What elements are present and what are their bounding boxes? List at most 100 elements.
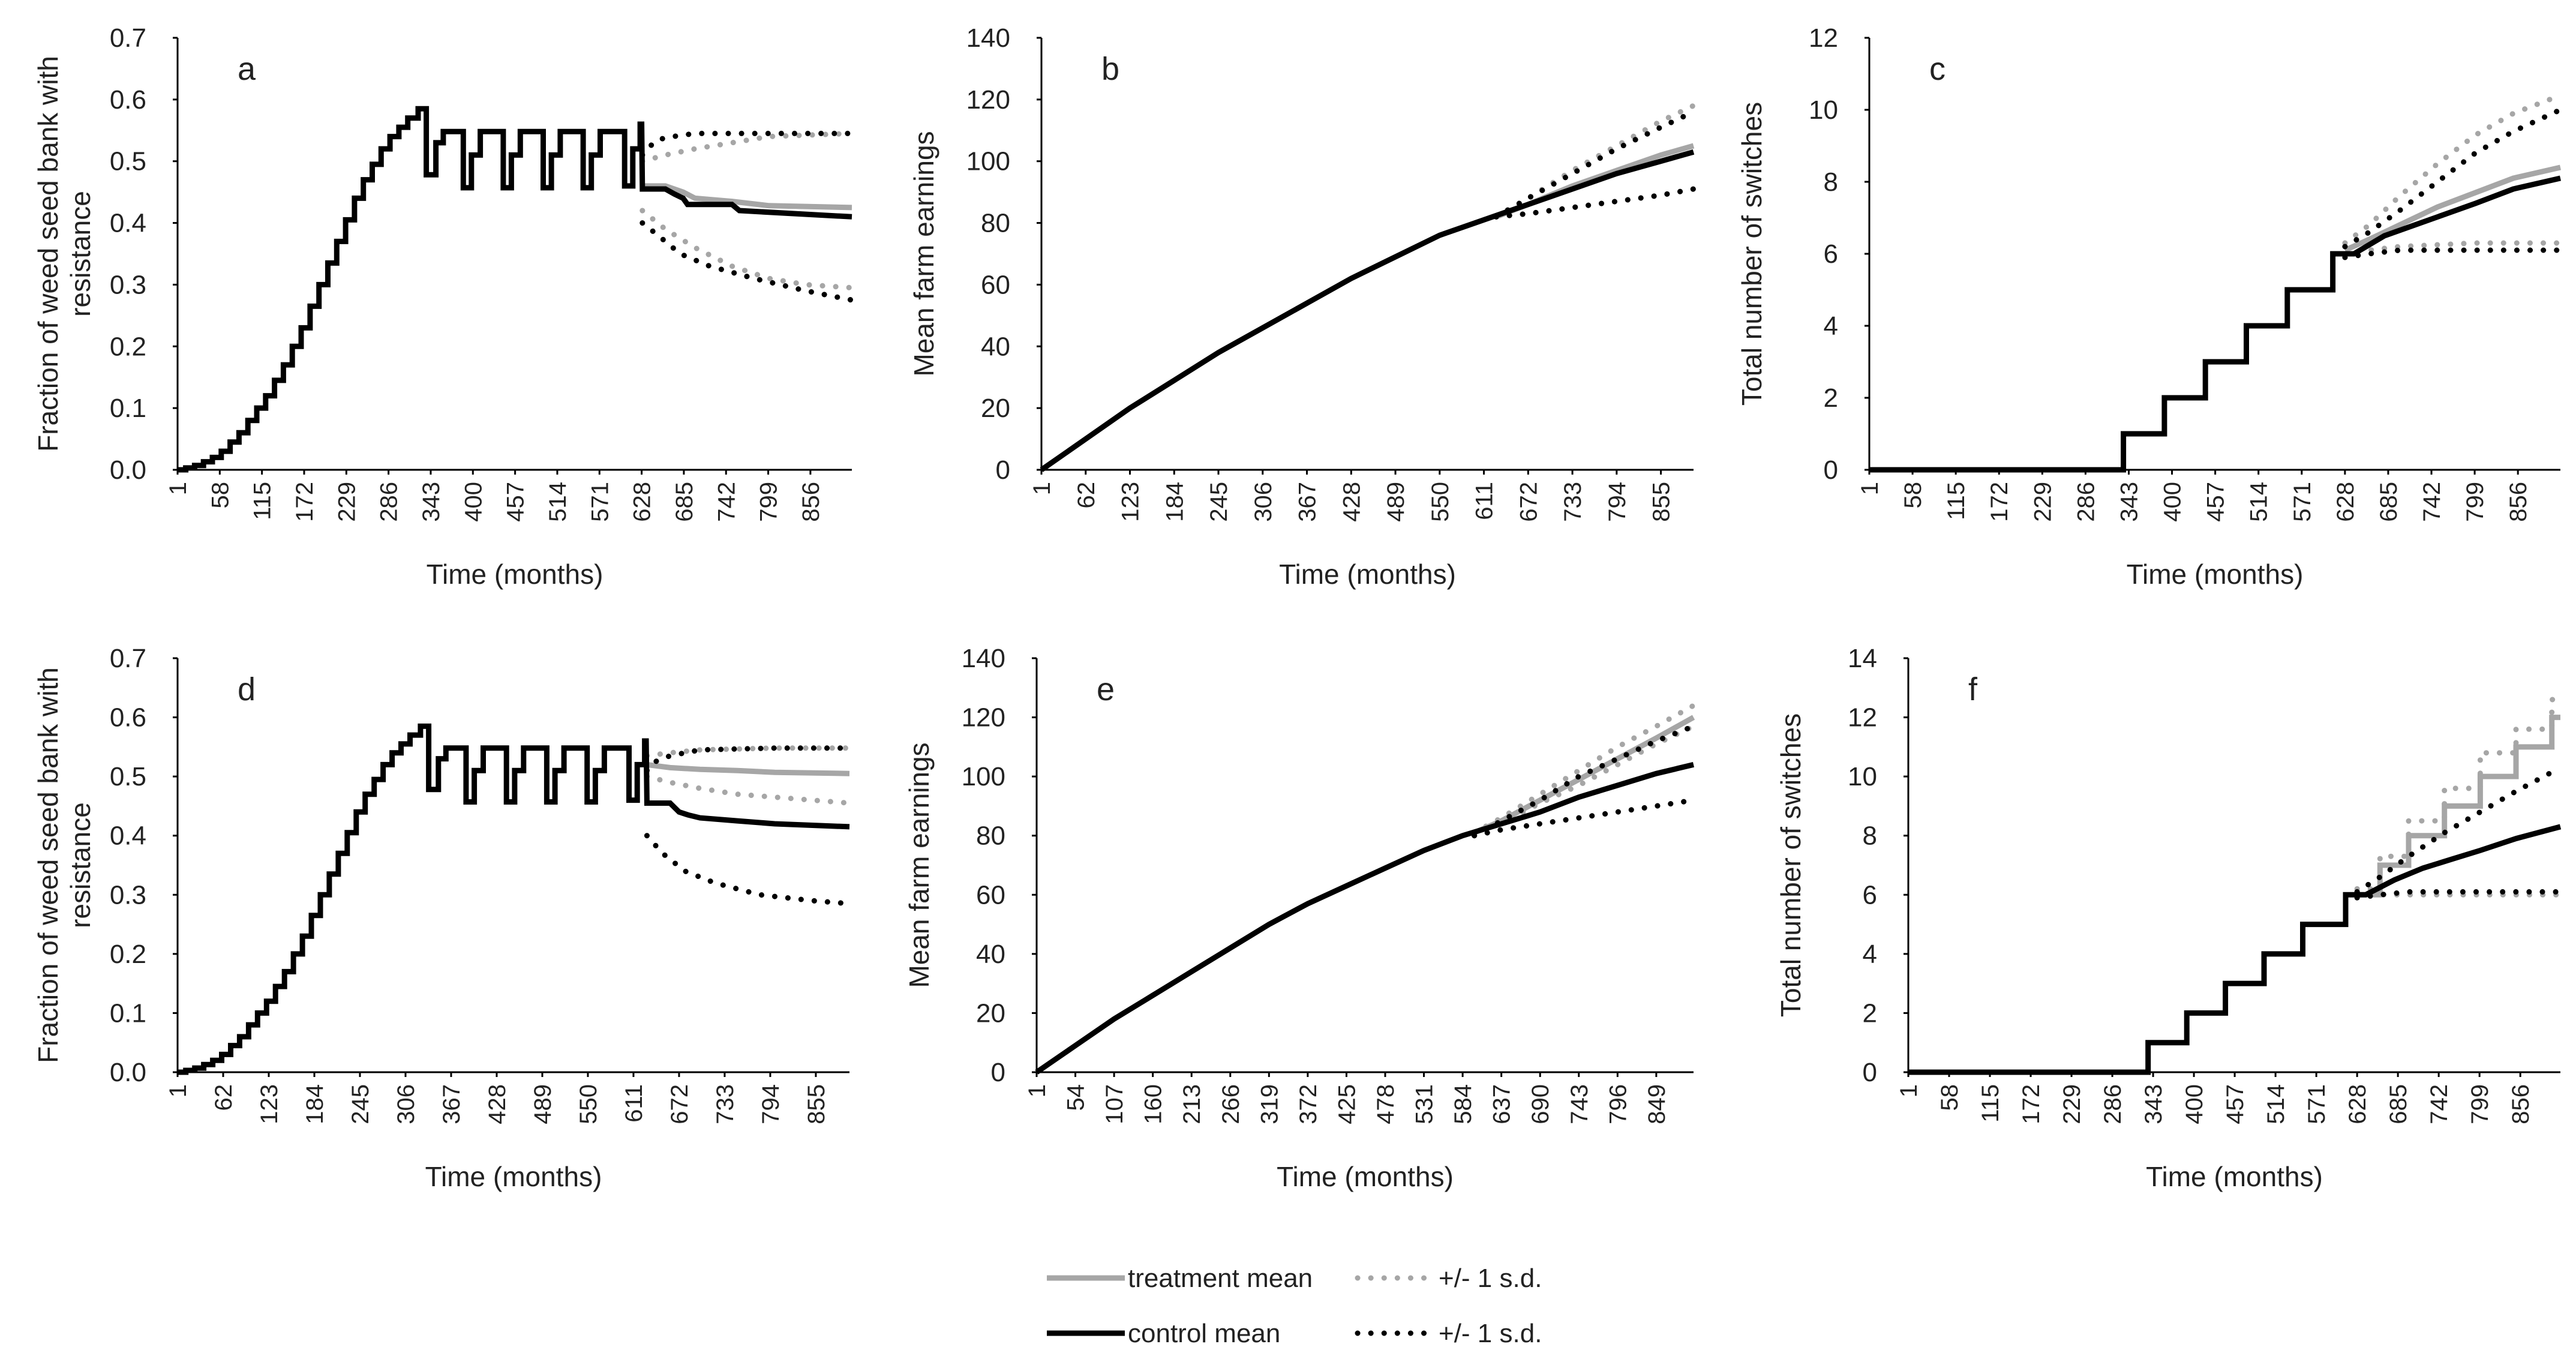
series-line-control-lower <box>640 220 855 303</box>
x-tick-label: 319 <box>1256 1084 1283 1124</box>
legend-item: treatment mean <box>1047 1264 1313 1293</box>
chart-panel-c: 0 2 4 6 8 10 12 1 58 115 172 229 286 343 400 457 514 571 6… <box>1736 23 2563 590</box>
x-axis-title: Time (months) <box>425 1161 602 1192</box>
x-tick-label: 611 <box>621 1084 647 1123</box>
y-tick-label: 0.2 <box>110 332 146 361</box>
legend-item: +/- 1 s.d. <box>1355 1264 1542 1293</box>
y-tick-label: 12 <box>1809 23 1838 53</box>
series-line-control-upper <box>644 745 852 773</box>
x-tick-label: 855 <box>803 1084 830 1124</box>
x-axis-title: Time (months) <box>1277 1161 1454 1192</box>
x-tick-label: 172 <box>1986 482 2013 522</box>
y-tick-label: 6 <box>1863 880 1877 910</box>
series-line-control-lower <box>2354 889 2563 901</box>
y-tick-label: 120 <box>966 85 1010 115</box>
x-tick-label: 856 <box>2508 1084 2534 1124</box>
series-line-control-upper <box>640 130 855 158</box>
y-axis-title: Fraction of weed seed bank with <box>32 667 64 1063</box>
series-line-control-mean <box>1908 824 2562 1075</box>
y-axis-title: Total number of switches <box>1736 102 1767 406</box>
series-line-control-lower <box>1493 186 1697 220</box>
x-tick-label: 856 <box>2505 482 2532 522</box>
x-tick-label: 266 <box>1218 1084 1244 1124</box>
x-tick-label: 184 <box>1161 482 1188 522</box>
x-axis-title: Time (months) <box>2146 1161 2323 1192</box>
x-tick-label: 115 <box>1977 1084 2004 1123</box>
x-tick-label: 229 <box>2059 1084 2085 1124</box>
x-tick-label: 1 <box>1896 1084 1922 1097</box>
x-tick-label: 628 <box>2344 1084 2371 1124</box>
x-tick-label: 733 <box>712 1084 738 1124</box>
x-tick-label: 478 <box>1373 1084 1399 1124</box>
y-tick-label: 60 <box>981 270 1010 299</box>
y-tick-label: 40 <box>976 940 1005 969</box>
y-tick-label: 0.0 <box>110 1058 146 1087</box>
x-tick-label: 849 <box>1644 1084 1670 1124</box>
y-tick-label: 20 <box>976 998 1005 1028</box>
y-tick-label: 0.6 <box>110 85 146 115</box>
y-tick-label: 0 <box>991 1058 1005 1087</box>
panel-letter: c <box>1929 51 1945 87</box>
y-tick-label: 10 <box>1848 762 1877 791</box>
y-tick-label: 0.6 <box>110 703 146 733</box>
x-tick-label: 306 <box>1250 482 1277 522</box>
chart-panels: 0.00.10.20.30.40.50.60.71 58 115 172 229 286 3… <box>32 23 2563 1192</box>
series-line-control-upper <box>1472 723 1697 839</box>
x-tick-label: 54 <box>1063 1084 1089 1111</box>
x-tick-label: 799 <box>756 482 782 522</box>
x-tick-label: 742 <box>2419 482 2445 522</box>
x-tick-label: 400 <box>2181 1084 2208 1124</box>
legend: treatment mean +/- 1 s.d. control mean +/- … <box>1047 1264 1542 1348</box>
chart-panel-d: 0.0 0.1 0.2 0.3 0.4 0.5 0.6 0.7 1 62 123 184 245 306 3… <box>32 644 852 1192</box>
chart-panel-b: 0 20 40 60 80 100 120 140 1 62 123 184 245 306 367 428 4… <box>908 23 1697 590</box>
series-line-treatment-upper <box>2342 92 2563 246</box>
y-tick-label: 0.4 <box>110 821 146 851</box>
panel-letter: e <box>1097 671 1115 707</box>
series-line-control-upper <box>1493 109 1697 220</box>
x-tick-label: 571 <box>2289 482 2316 522</box>
x-tick-label: 1 <box>165 1084 191 1097</box>
x-tick-label: 489 <box>530 1084 556 1124</box>
panel-letter: a <box>238 51 256 87</box>
x-tick-label: 428 <box>484 1084 511 1124</box>
x-tick-label: 306 <box>393 1084 419 1124</box>
x-tick-label: 637 <box>1489 1084 1515 1124</box>
series-line-control-mean <box>1040 149 1695 472</box>
x-tick-label: 531 <box>1412 1084 1438 1124</box>
series-line-control-mean <box>1035 762 1695 1075</box>
y-axis-title: Mean farm earnings <box>908 131 939 376</box>
x-tick-label: 733 <box>1560 482 1586 522</box>
y-tick-label: 0.2 <box>110 940 146 969</box>
x-tick-label: 855 <box>1649 482 1675 522</box>
y-axis-title: resistance <box>65 191 96 317</box>
x-tick-label: 245 <box>347 1084 374 1124</box>
series-line-treatment-lower <box>644 773 852 806</box>
legend-label: control mean <box>1128 1319 1280 1348</box>
x-tick-label: 286 <box>2073 482 2099 522</box>
series-line-control-lower <box>2342 247 2563 260</box>
y-tick-label: 0.0 <box>110 455 146 485</box>
x-tick-label: 628 <box>629 482 656 522</box>
series-line-treatment-upper <box>1493 103 1697 220</box>
x-tick-label: 690 <box>1527 1084 1554 1124</box>
y-tick-label: 0.5 <box>110 762 146 791</box>
x-tick-label: 672 <box>1515 482 1542 522</box>
x-tick-label: 343 <box>418 482 445 522</box>
x-tick-label: 123 <box>1118 482 1144 522</box>
y-tick-label: 0 <box>996 455 1010 485</box>
y-tick-label: 0.3 <box>110 880 146 910</box>
y-tick-label: 140 <box>962 644 1005 673</box>
series-line-treatment-mean <box>2344 164 2562 253</box>
x-tick-label: 425 <box>1334 1084 1360 1124</box>
y-tick-label: 0.7 <box>110 23 146 53</box>
y-tick-label: 14 <box>1848 644 1877 673</box>
x-tick-label: 1 <box>1857 482 1883 495</box>
x-tick-label: 213 <box>1179 1084 1205 1124</box>
y-tick-label: 2 <box>1824 383 1838 413</box>
x-tick-label: 286 <box>2100 1084 2126 1124</box>
x-tick-label: 245 <box>1206 482 1232 522</box>
x-tick-label: 367 <box>1295 482 1321 522</box>
x-tick-label: 428 <box>1338 482 1365 522</box>
series-line-control-mean <box>178 106 852 473</box>
